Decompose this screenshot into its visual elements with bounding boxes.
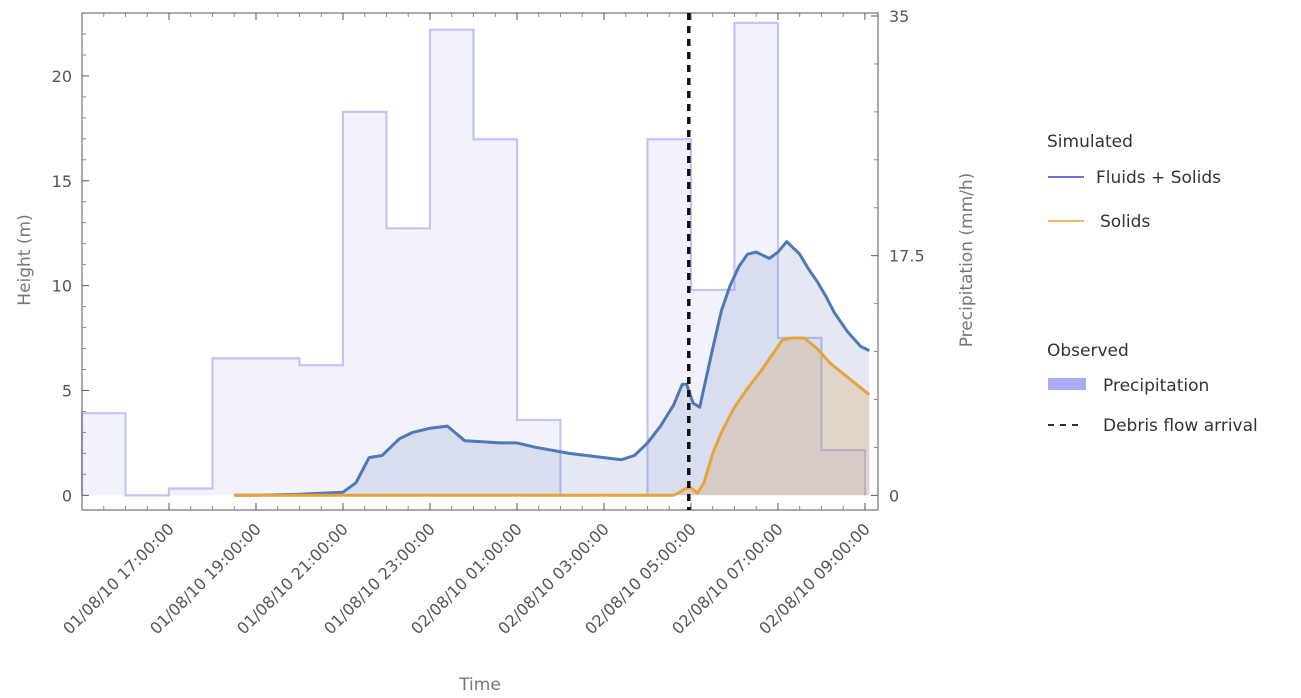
legend-label-fluids-solids: Fluids + Solids (1096, 168, 1221, 188)
precipitation-bar (168, 488, 213, 496)
y2-tick-label: 17.5 (889, 247, 925, 266)
legend-label-precipitation: Precipitation (1103, 376, 1209, 396)
precipitation-layer (80, 21, 867, 497)
y-axis-ticks: 0 5 10 15 20 (52, 33, 89, 505)
y-tick-label: 10 (52, 277, 72, 296)
y2-axis-ticks: 0 17.5 35 (871, 7, 925, 505)
series-area-solids (234, 338, 870, 496)
y2-tick-label: 0 (889, 486, 899, 505)
precipitation-bar (255, 358, 300, 496)
precipitation-bar (516, 420, 561, 496)
series-line-solids (234, 336, 871, 497)
precipitation-bar (342, 111, 387, 496)
precipitation-bar (821, 450, 865, 496)
precipitation-bar (690, 289, 735, 496)
x-axis-title: Time (458, 675, 501, 695)
legend-label-solids: Solids (1100, 212, 1150, 232)
y-axis-title: Height (m) (15, 214, 35, 305)
plot-frame (81, 12, 879, 511)
legend-swatch-precipitation (1048, 378, 1086, 390)
y-tick-label: 20 (52, 67, 72, 86)
y2-tick-label: 35 (889, 7, 909, 26)
y-tick-label: 5 (62, 381, 72, 400)
precipitation-bar (212, 358, 256, 496)
y-tick-label: 15 (52, 172, 72, 191)
precipitation-bar (473, 139, 517, 496)
legend-title-simulated: Simulated (1047, 132, 1133, 152)
series-area-fluids-solids (234, 241, 870, 496)
legend: Simulated Fluids + Solids Solids Observe… (1047, 132, 1258, 436)
y2-axis-title: Precipitation (mm/h) (957, 173, 977, 348)
series-layer (234, 240, 871, 497)
precipitation-bar (386, 228, 430, 496)
precipitation-outline (80, 21, 867, 497)
precipitation-bar (777, 337, 822, 496)
y-tick-label: 0 (62, 486, 72, 505)
precipitation-bar (82, 413, 126, 496)
series-line-fluids-solids (234, 240, 870, 497)
legend-label-debris-flow: Debris flow arrival (1103, 416, 1258, 436)
precipitation-bar (429, 29, 474, 496)
precipitation-bar (299, 365, 343, 496)
legend-title-observed: Observed (1047, 341, 1129, 361)
